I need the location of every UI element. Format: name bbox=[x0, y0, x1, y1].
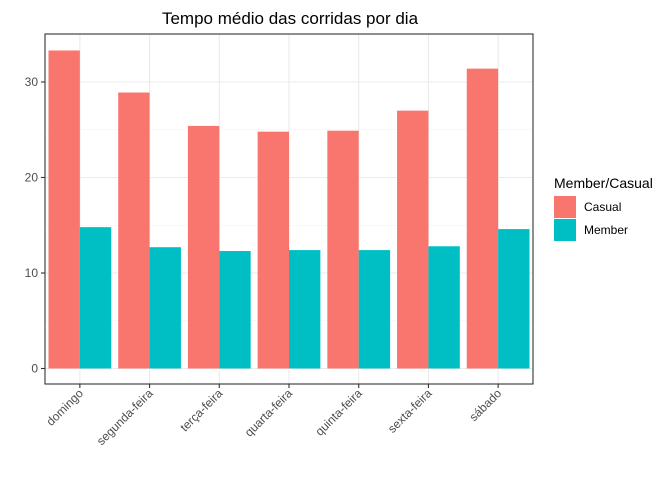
x-axis: domingo segunda-feira terça-feira quarta-fe… bbox=[44, 384, 505, 448]
x-tick-label: quinta-feira bbox=[312, 386, 365, 439]
legend-title: Member/Casual bbox=[554, 175, 653, 191]
bar-member-0 bbox=[79, 227, 112, 369]
y-axis: 0 10 20 30 bbox=[25, 75, 45, 376]
y-tick-label: 20 bbox=[25, 171, 39, 185]
bar-casual-1 bbox=[118, 92, 150, 369]
bar-member-3 bbox=[289, 250, 321, 369]
bar-casual-3 bbox=[257, 131, 289, 369]
x-tick-label: terça-feira bbox=[177, 386, 225, 434]
y-tick-label: 0 bbox=[31, 362, 38, 376]
bar-casual-4 bbox=[327, 130, 359, 369]
bar-member-1 bbox=[149, 247, 181, 369]
legend: Member/Casual Casual Member bbox=[554, 175, 653, 241]
y-tick-label: 10 bbox=[25, 266, 39, 280]
chart-title: Tempo médio das corridas por dia bbox=[162, 9, 419, 28]
legend-label-casual: Casual bbox=[584, 200, 621, 214]
legend-key-member bbox=[554, 219, 576, 241]
legend-label-member: Member bbox=[584, 223, 628, 237]
bar-casual-5 bbox=[397, 110, 429, 369]
x-tick-label: domingo bbox=[44, 386, 87, 429]
bar-member-2 bbox=[219, 251, 251, 369]
x-tick-label: quarta-feira bbox=[242, 386, 296, 440]
bars bbox=[48, 50, 530, 369]
bar-member-4 bbox=[358, 250, 391, 369]
bar-member-5 bbox=[428, 246, 460, 369]
bar-casual-2 bbox=[187, 125, 220, 369]
legend-key-casual bbox=[554, 196, 576, 218]
bar-casual-0 bbox=[48, 50, 80, 369]
x-tick-label: sábado bbox=[467, 386, 505, 424]
y-tick-label: 30 bbox=[25, 75, 39, 89]
x-tick-label: sexta-feira bbox=[385, 386, 435, 436]
bar-casual-6 bbox=[466, 68, 499, 369]
x-tick-label: segunda-feira bbox=[94, 386, 156, 448]
bar-member-6 bbox=[498, 229, 530, 369]
